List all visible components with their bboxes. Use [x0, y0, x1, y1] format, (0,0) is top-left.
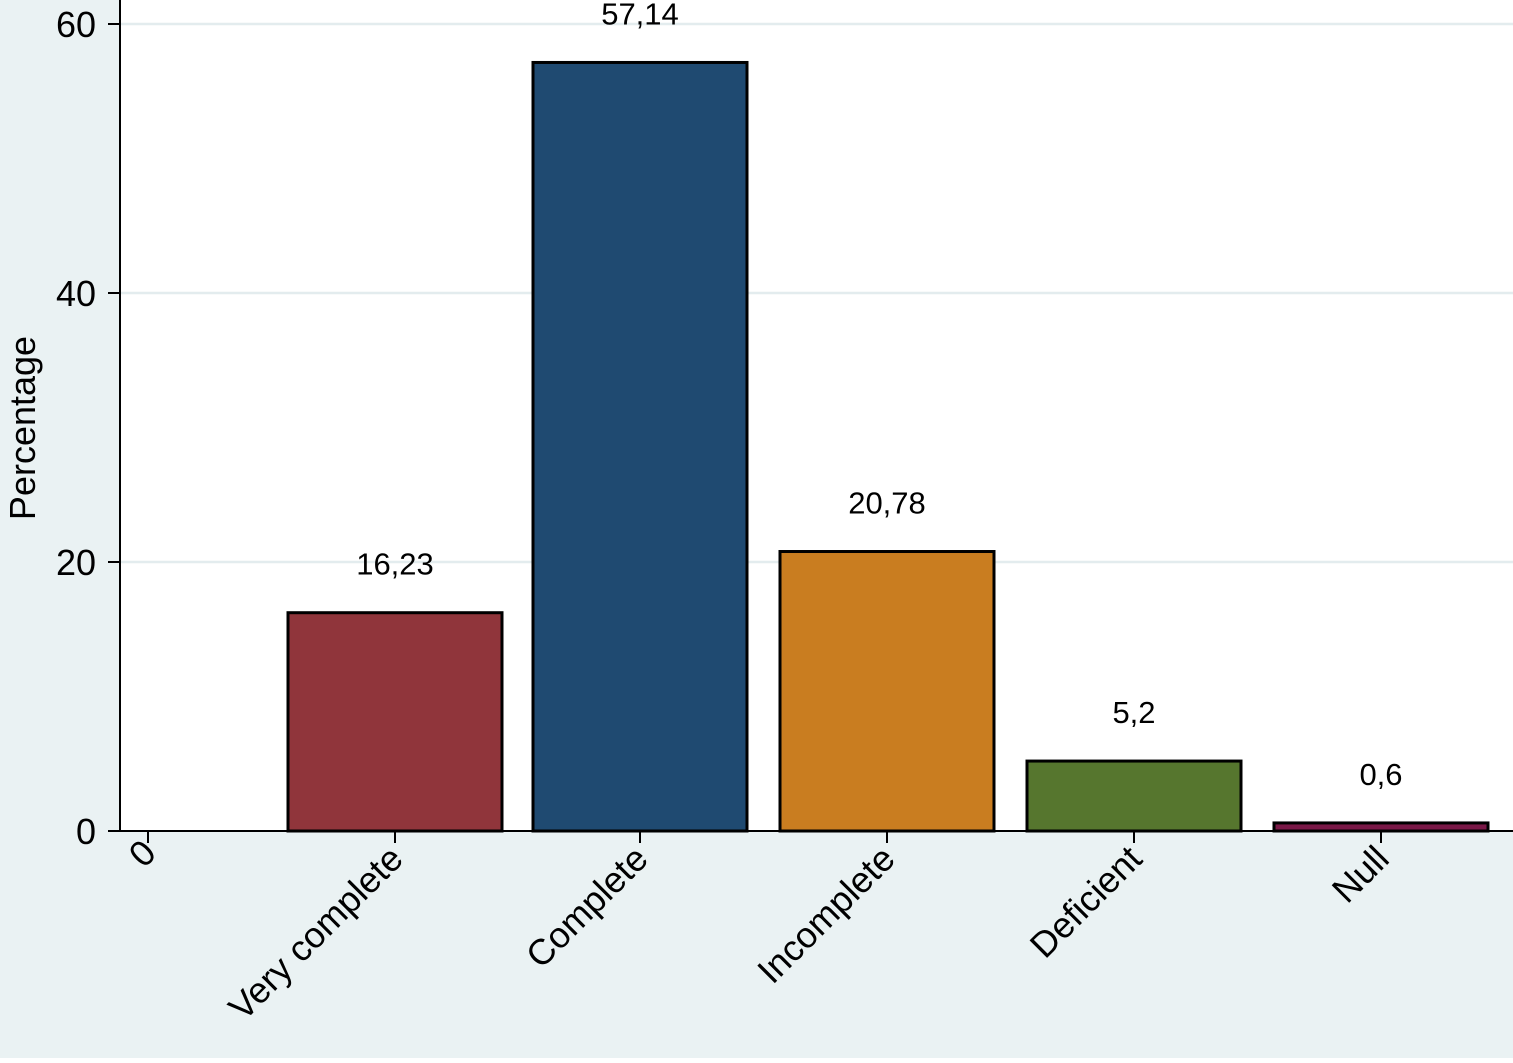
data-label: 57,14 — [601, 0, 679, 31]
bar-incomplete — [778, 550, 996, 833]
data-labels: 16,23 57,14 20,78 5,2 0,6 — [356, 0, 1402, 792]
data-label: 0,6 — [1359, 757, 1402, 792]
bar-complete — [531, 60, 749, 833]
bar-deficient — [1025, 759, 1243, 833]
bar-null — [1272, 821, 1490, 833]
bars — [286, 60, 1490, 833]
bar-very-complete — [286, 611, 504, 833]
y-axis-title: Percentage — [2, 336, 43, 520]
y-tick-label: 20 — [56, 542, 96, 583]
y-tick-label: 0 — [76, 811, 96, 852]
data-label: 20,78 — [848, 486, 926, 521]
data-label: 5,2 — [1112, 695, 1155, 730]
y-tick-label: 40 — [56, 273, 96, 314]
data-label: 16,23 — [356, 547, 434, 582]
y-tick-label: 60 — [56, 4, 96, 45]
y-axis-ticks: 0 20 40 60 — [56, 4, 120, 852]
